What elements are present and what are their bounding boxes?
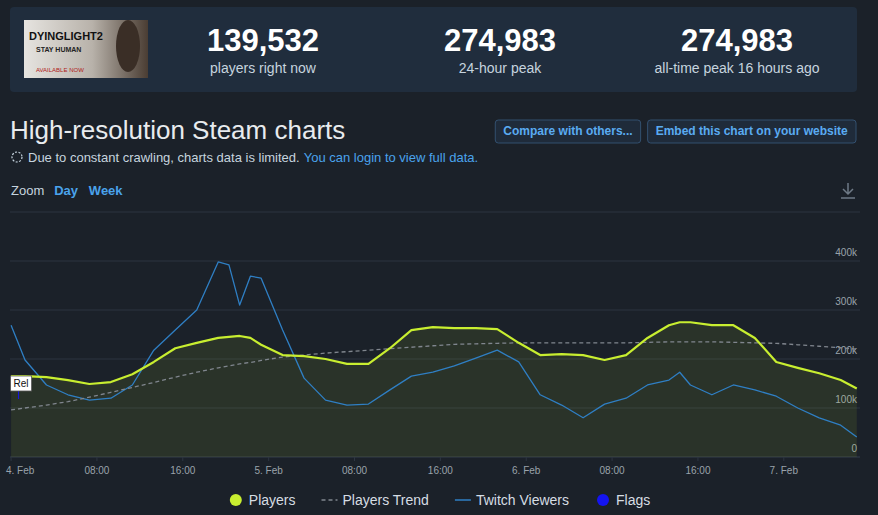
stat-label: 24-hour peak [459,60,543,76]
x-tick [11,457,12,461]
button-label[interactable]: Compare with others... [503,124,632,138]
stat-value: 274,983 [681,23,793,58]
legend-label: Twitch Viewers [476,492,569,508]
x-tick [96,457,97,461]
stat: 139,532 players right now [207,23,319,76]
notice-icon [12,152,22,162]
legend-label: Flags [616,492,650,508]
notice: Due to constant crawling, charts data is… [28,150,300,165]
flag: Rel [11,376,32,399]
x-tick-label: 08:00 [84,465,109,476]
x-tick [783,457,784,461]
flag-text: Rel [14,378,29,389]
x-tick-label: 5. Feb [254,465,283,476]
plot-frame [10,212,860,213]
button[interactable]: Compare with others... [495,120,640,143]
legend-symbol [455,499,471,501]
x-tick-label: 08:00 [600,465,625,476]
legend-symbol [322,499,338,501]
legend-item: Twitch Viewers [455,492,569,508]
x-tick [612,457,613,461]
stat-value: 274,983 [444,23,556,58]
legend-label: Players Trend [343,492,429,508]
x-tick [440,457,441,461]
x-tick [354,457,355,461]
stat: 274,983 all-time peak 16 hours ago [655,23,820,76]
x-tick-label: 16:00 [685,465,710,476]
legend-label: Players [249,492,296,508]
legend-item: Players Trend [322,492,429,508]
y-tick-label: 200k [835,345,858,356]
plot [11,262,857,457]
background [0,0,878,515]
header-panel [10,7,857,92]
y-tick-label: 400k [835,247,858,258]
zoom-label: Zoom [11,183,44,198]
download-glyph [841,183,855,198]
logo-subtitle: STAY HUMAN [36,46,81,53]
page: DYINGLIGHT2 STAY HUMAN AVAILABLE NOW 139,53… [0,0,878,515]
stat-value: 139,532 [207,23,319,58]
zoom-option[interactable]: Week [89,183,123,198]
button-box[interactable] [495,120,640,143]
button-label[interactable]: Embed this chart on your website [656,124,848,138]
grid-line [10,310,860,311]
logo-image [24,20,148,78]
legend-symbol [230,494,242,506]
download-icon[interactable] [841,183,855,198]
legend-symbol [597,494,609,506]
legend-item: Flags [597,492,650,508]
flag-box [11,376,32,391]
page-title: High-resolution Steam charts [10,115,345,145]
series-area [11,322,857,457]
legend: Players Players Trend Twitch Viewers Flags [230,492,650,508]
logo-figure [116,20,140,72]
grid-line [10,261,860,262]
x-tick-label: 4. Feb [6,465,35,476]
flag-stem [18,391,19,399]
x-tick-label: 16:00 [170,465,195,476]
x-tick [526,457,527,461]
stat-label: all-time peak 16 hours ago [655,60,820,76]
x-tick-label: 7. Feb [770,465,799,476]
x-tick [182,457,183,461]
logo-note: AVAILABLE NOW [36,67,84,73]
zoom-option[interactable]: Day [54,183,79,198]
x-tick-label: 08:00 [342,465,367,476]
notice-link[interactable]: You can login to view full data. [304,150,478,165]
stat-label: players right now [210,60,317,76]
x-tick-label: 6. Feb [512,465,541,476]
logo-title: DYINGLIGHT2 [29,30,103,42]
game-logo: DYINGLIGHT2 STAY HUMAN AVAILABLE NOW [24,20,148,78]
x-tick [697,457,698,461]
series-line [11,342,857,410]
legend-item: Players [230,492,296,508]
x-tick-label: 16:00 [428,465,453,476]
stat: 274,983 24-hour peak [444,23,556,76]
x-tick [268,457,269,461]
button-box[interactable] [648,120,856,143]
series-line [11,262,857,437]
button[interactable]: Embed this chart on your website [648,120,856,143]
series-line [11,322,857,388]
y-tick-label: 300k [835,296,858,307]
grid [10,212,860,461]
